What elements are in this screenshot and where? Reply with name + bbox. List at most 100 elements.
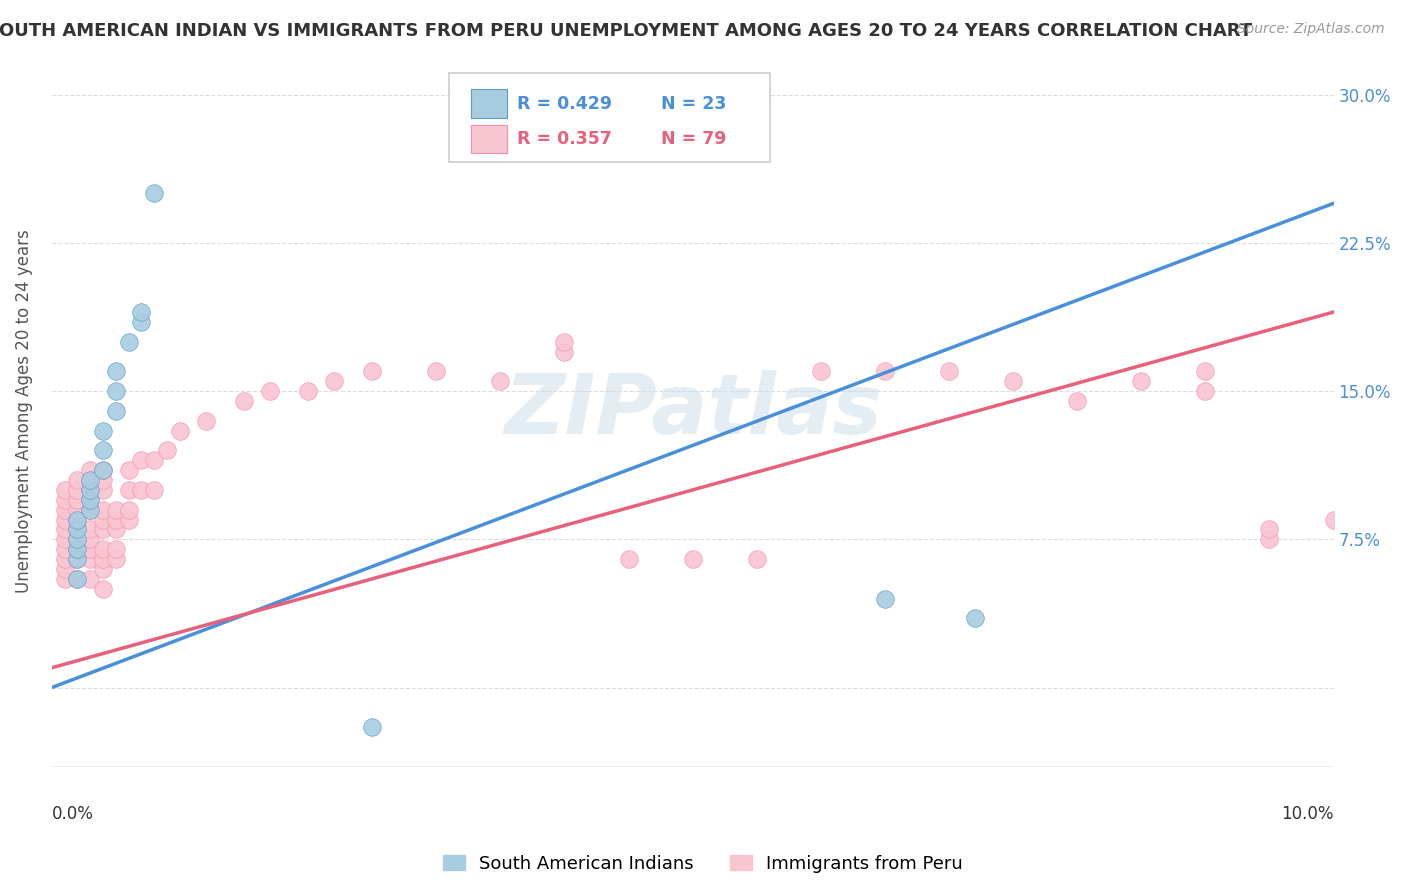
Point xyxy=(53,502,76,516)
Point xyxy=(233,394,256,409)
Point xyxy=(91,582,114,596)
Point xyxy=(66,523,89,537)
Point xyxy=(91,424,114,438)
Point xyxy=(963,611,986,625)
Point xyxy=(91,473,114,487)
Point xyxy=(53,492,76,507)
Point xyxy=(118,512,141,526)
Point xyxy=(66,512,89,526)
Text: N = 79: N = 79 xyxy=(661,130,725,148)
Point xyxy=(104,502,127,516)
Point xyxy=(131,453,153,467)
Point xyxy=(1322,512,1344,526)
Point xyxy=(79,502,101,516)
Point xyxy=(91,443,114,458)
Point xyxy=(79,572,101,586)
Point xyxy=(361,720,384,734)
Point xyxy=(66,523,89,537)
Point xyxy=(553,344,575,359)
Text: Source: ZipAtlas.com: Source: ZipAtlas.com xyxy=(1237,22,1385,37)
Point xyxy=(1002,374,1025,388)
Point xyxy=(118,463,141,477)
Point xyxy=(873,591,896,606)
Point xyxy=(118,502,141,516)
Point xyxy=(489,374,512,388)
Point xyxy=(810,364,832,378)
Point xyxy=(66,552,89,566)
Point xyxy=(91,552,114,566)
Text: ZIPatlas: ZIPatlas xyxy=(503,370,882,451)
Point xyxy=(553,334,575,349)
Point xyxy=(66,542,89,557)
Point xyxy=(104,364,127,378)
Point xyxy=(53,572,76,586)
Point xyxy=(53,512,76,526)
Bar xyxy=(471,125,506,153)
Point xyxy=(1066,394,1088,409)
Point xyxy=(79,492,101,507)
Point xyxy=(53,483,76,497)
Point xyxy=(66,572,89,586)
Point xyxy=(66,533,89,547)
Point xyxy=(79,483,101,497)
Y-axis label: Unemployment Among Ages 20 to 24 years: Unemployment Among Ages 20 to 24 years xyxy=(15,229,32,593)
Point xyxy=(91,483,114,497)
Point xyxy=(91,463,114,477)
Point xyxy=(66,483,89,497)
Point xyxy=(169,424,191,438)
Point xyxy=(425,364,447,378)
Point xyxy=(104,523,127,537)
Point xyxy=(1258,533,1281,547)
Point xyxy=(297,384,319,398)
Point xyxy=(873,364,896,378)
Point xyxy=(131,315,153,329)
Point xyxy=(53,542,76,557)
Point xyxy=(79,483,101,497)
Text: SOUTH AMERICAN INDIAN VS IMMIGRANTS FROM PERU UNEMPLOYMENT AMONG AGES 20 TO 24 Y: SOUTH AMERICAN INDIAN VS IMMIGRANTS FROM… xyxy=(0,22,1251,40)
Point xyxy=(1258,523,1281,537)
Point xyxy=(66,542,89,557)
Text: R = 0.429: R = 0.429 xyxy=(517,95,612,112)
Point xyxy=(91,542,114,557)
Point xyxy=(1194,384,1216,398)
FancyBboxPatch shape xyxy=(449,73,769,161)
Point xyxy=(104,404,127,418)
Point xyxy=(91,463,114,477)
Point xyxy=(79,492,101,507)
Point xyxy=(53,523,76,537)
Point xyxy=(938,364,960,378)
Point xyxy=(66,572,89,586)
Point xyxy=(156,443,179,458)
Point xyxy=(745,552,768,566)
Point xyxy=(66,473,89,487)
Point xyxy=(143,483,166,497)
Point xyxy=(104,542,127,557)
Point xyxy=(66,502,89,516)
Point xyxy=(131,305,153,319)
Legend: South American Indians, Immigrants from Peru: South American Indians, Immigrants from … xyxy=(437,850,969,879)
Point xyxy=(79,542,101,557)
Point xyxy=(79,552,101,566)
Point xyxy=(66,512,89,526)
Point xyxy=(91,523,114,537)
Point xyxy=(143,453,166,467)
Point xyxy=(1130,374,1153,388)
Point xyxy=(617,552,640,566)
Point xyxy=(91,512,114,526)
Text: 0.0%: 0.0% xyxy=(52,805,94,823)
Point xyxy=(118,334,141,349)
Point xyxy=(66,533,89,547)
Point xyxy=(361,364,384,378)
Point xyxy=(79,473,101,487)
Point xyxy=(79,523,101,537)
Text: 10.0%: 10.0% xyxy=(1281,805,1333,823)
Point xyxy=(118,483,141,497)
Point xyxy=(53,533,76,547)
Point xyxy=(682,552,704,566)
Text: N = 23: N = 23 xyxy=(661,95,725,112)
Point xyxy=(104,552,127,566)
Point xyxy=(1194,364,1216,378)
Point xyxy=(131,483,153,497)
Point xyxy=(79,463,101,477)
Bar xyxy=(471,89,506,118)
